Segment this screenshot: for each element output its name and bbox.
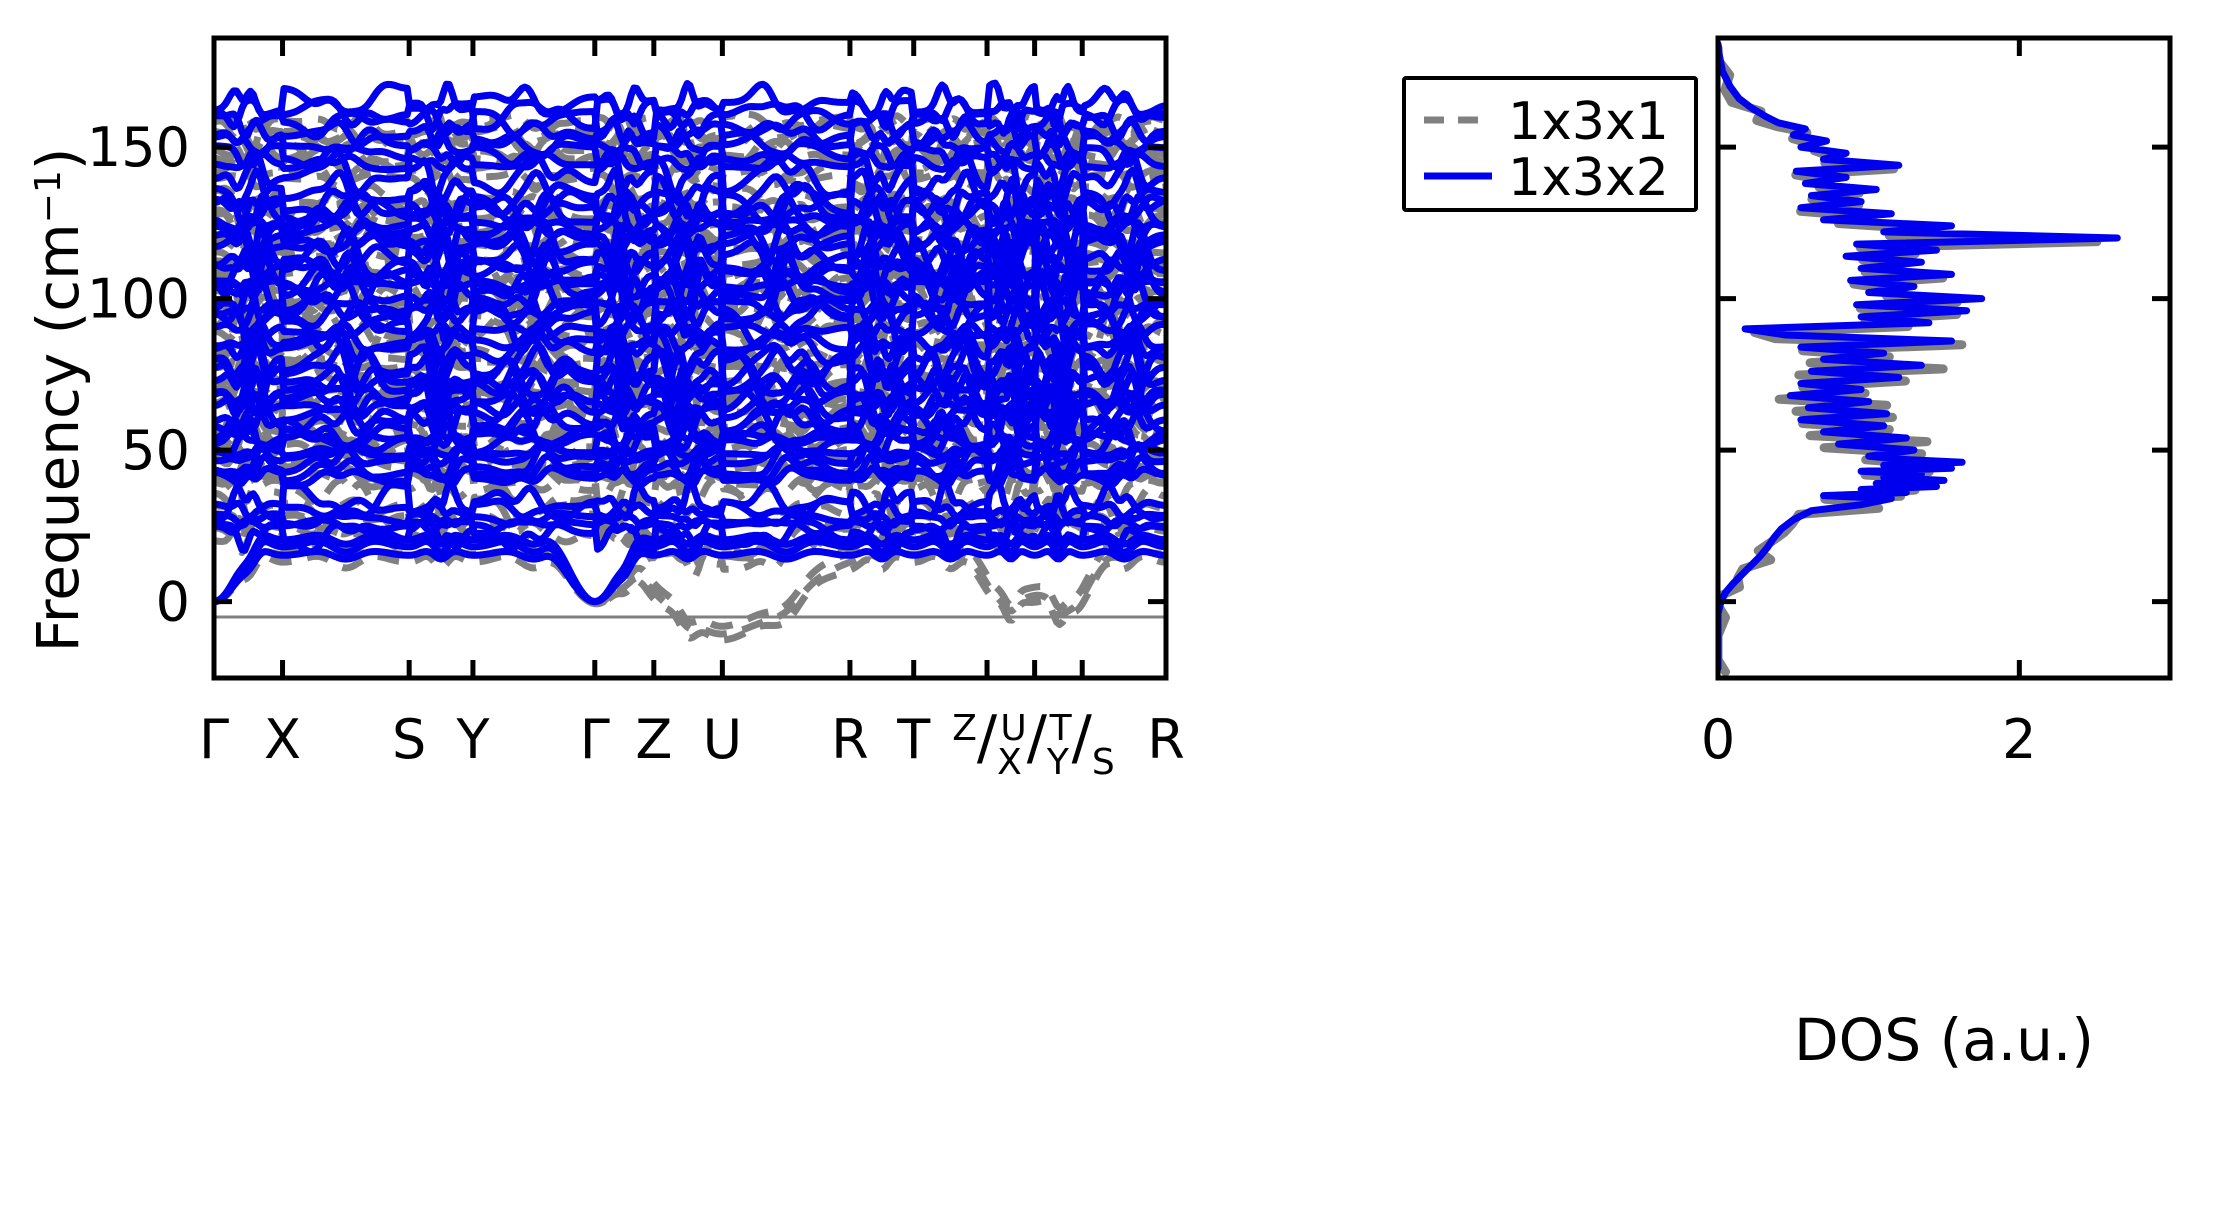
x-tick-label: Γ bbox=[199, 708, 229, 771]
y-tick-label: 150 bbox=[87, 116, 190, 179]
dos-panel-frame bbox=[1715, 35, 2173, 681]
dos-line-1x3x2 bbox=[1718, 40, 2121, 672]
x-tick-label: Γ bbox=[580, 708, 610, 771]
band-line-1x3x2 bbox=[214, 126, 1166, 158]
dos-line-1x3x1 bbox=[1718, 43, 2102, 677]
legend[interactable]: 1x3x1 1x3x2 bbox=[1402, 76, 1698, 212]
band-line-1x3x2 bbox=[214, 537, 1166, 606]
band-line-1x3x2 bbox=[214, 547, 1166, 606]
dos-tick-label: 0 bbox=[1701, 708, 1735, 771]
band-line-1x3x2 bbox=[214, 107, 1166, 142]
x-tick-label: T bbox=[896, 708, 931, 771]
band-line-1x3x2 bbox=[214, 166, 1166, 222]
band-line-1x3x2 bbox=[214, 148, 1166, 200]
band-line-1x3x2 bbox=[214, 517, 1166, 556]
y-tick-label: 100 bbox=[87, 268, 190, 331]
x-tick-label: T/S bbox=[1049, 703, 1115, 783]
y-axis-title: Frequency (cm−1) bbox=[24, 148, 92, 653]
band-line-1x3x1 bbox=[214, 417, 1166, 467]
band-panel-frame bbox=[211, 35, 1169, 681]
x-tick-label: Y bbox=[455, 708, 490, 771]
x-tick-label: Z/X bbox=[952, 703, 1022, 783]
x-axis-tick-labels: Γ X S Y Γ Z U R T Z/XU/YT/S R bbox=[199, 703, 1185, 783]
band-line-1x3x1 bbox=[214, 281, 1166, 342]
band-line-1x3x2 bbox=[214, 95, 1166, 134]
x-tick-label: Z bbox=[635, 708, 672, 771]
svg-text:Frequency (cm−1): Frequency (cm−1) bbox=[24, 148, 92, 653]
band-line-1x3x2 bbox=[214, 295, 1166, 356]
band-line-1x3x1 bbox=[214, 548, 1166, 638]
x-axis-ticks bbox=[211, 38, 1169, 678]
x-tick-label: R bbox=[831, 708, 869, 771]
dos-tick-label: 2 bbox=[2002, 708, 2036, 771]
legend-label-1x3x1: 1x3x1 bbox=[1508, 92, 1669, 152]
x-tick-label: S bbox=[392, 708, 426, 771]
x-tick-label: X bbox=[264, 708, 301, 771]
band-line-1x3x2 bbox=[214, 332, 1166, 400]
y-axis-title-text: Frequency (cm bbox=[24, 223, 92, 652]
band-line-1x3x1 bbox=[214, 552, 1166, 644]
y-axis-title-paren: ) bbox=[24, 148, 92, 171]
dos-curves bbox=[1718, 40, 2121, 677]
y-axis-ticks: 150 100 50 0 bbox=[87, 116, 1166, 634]
band-line-1x3x2 bbox=[214, 218, 1166, 282]
y-axis-title-exponent: −1 bbox=[28, 170, 69, 223]
x-tick-label: U bbox=[703, 708, 743, 771]
x-tick-label: U/Y bbox=[1000, 703, 1070, 783]
y-tick-label: 0 bbox=[156, 571, 190, 634]
band-line-1x3x2 bbox=[214, 241, 1166, 306]
y-tick-label: 50 bbox=[121, 419, 190, 482]
band-line-1x3x2 bbox=[214, 384, 1166, 418]
legend-label-1x3x2: 1x3x2 bbox=[1508, 148, 1669, 208]
band-line-1x3x2 bbox=[214, 79, 1166, 119]
x-tick-label: R bbox=[1147, 708, 1185, 771]
band-line-1x3x2 bbox=[214, 347, 1166, 399]
dos-axis-title: DOS (a.u.) bbox=[1794, 1006, 2094, 1074]
band-line-1x3x2 bbox=[214, 340, 1166, 397]
band-curves-b bbox=[214, 79, 1166, 606]
